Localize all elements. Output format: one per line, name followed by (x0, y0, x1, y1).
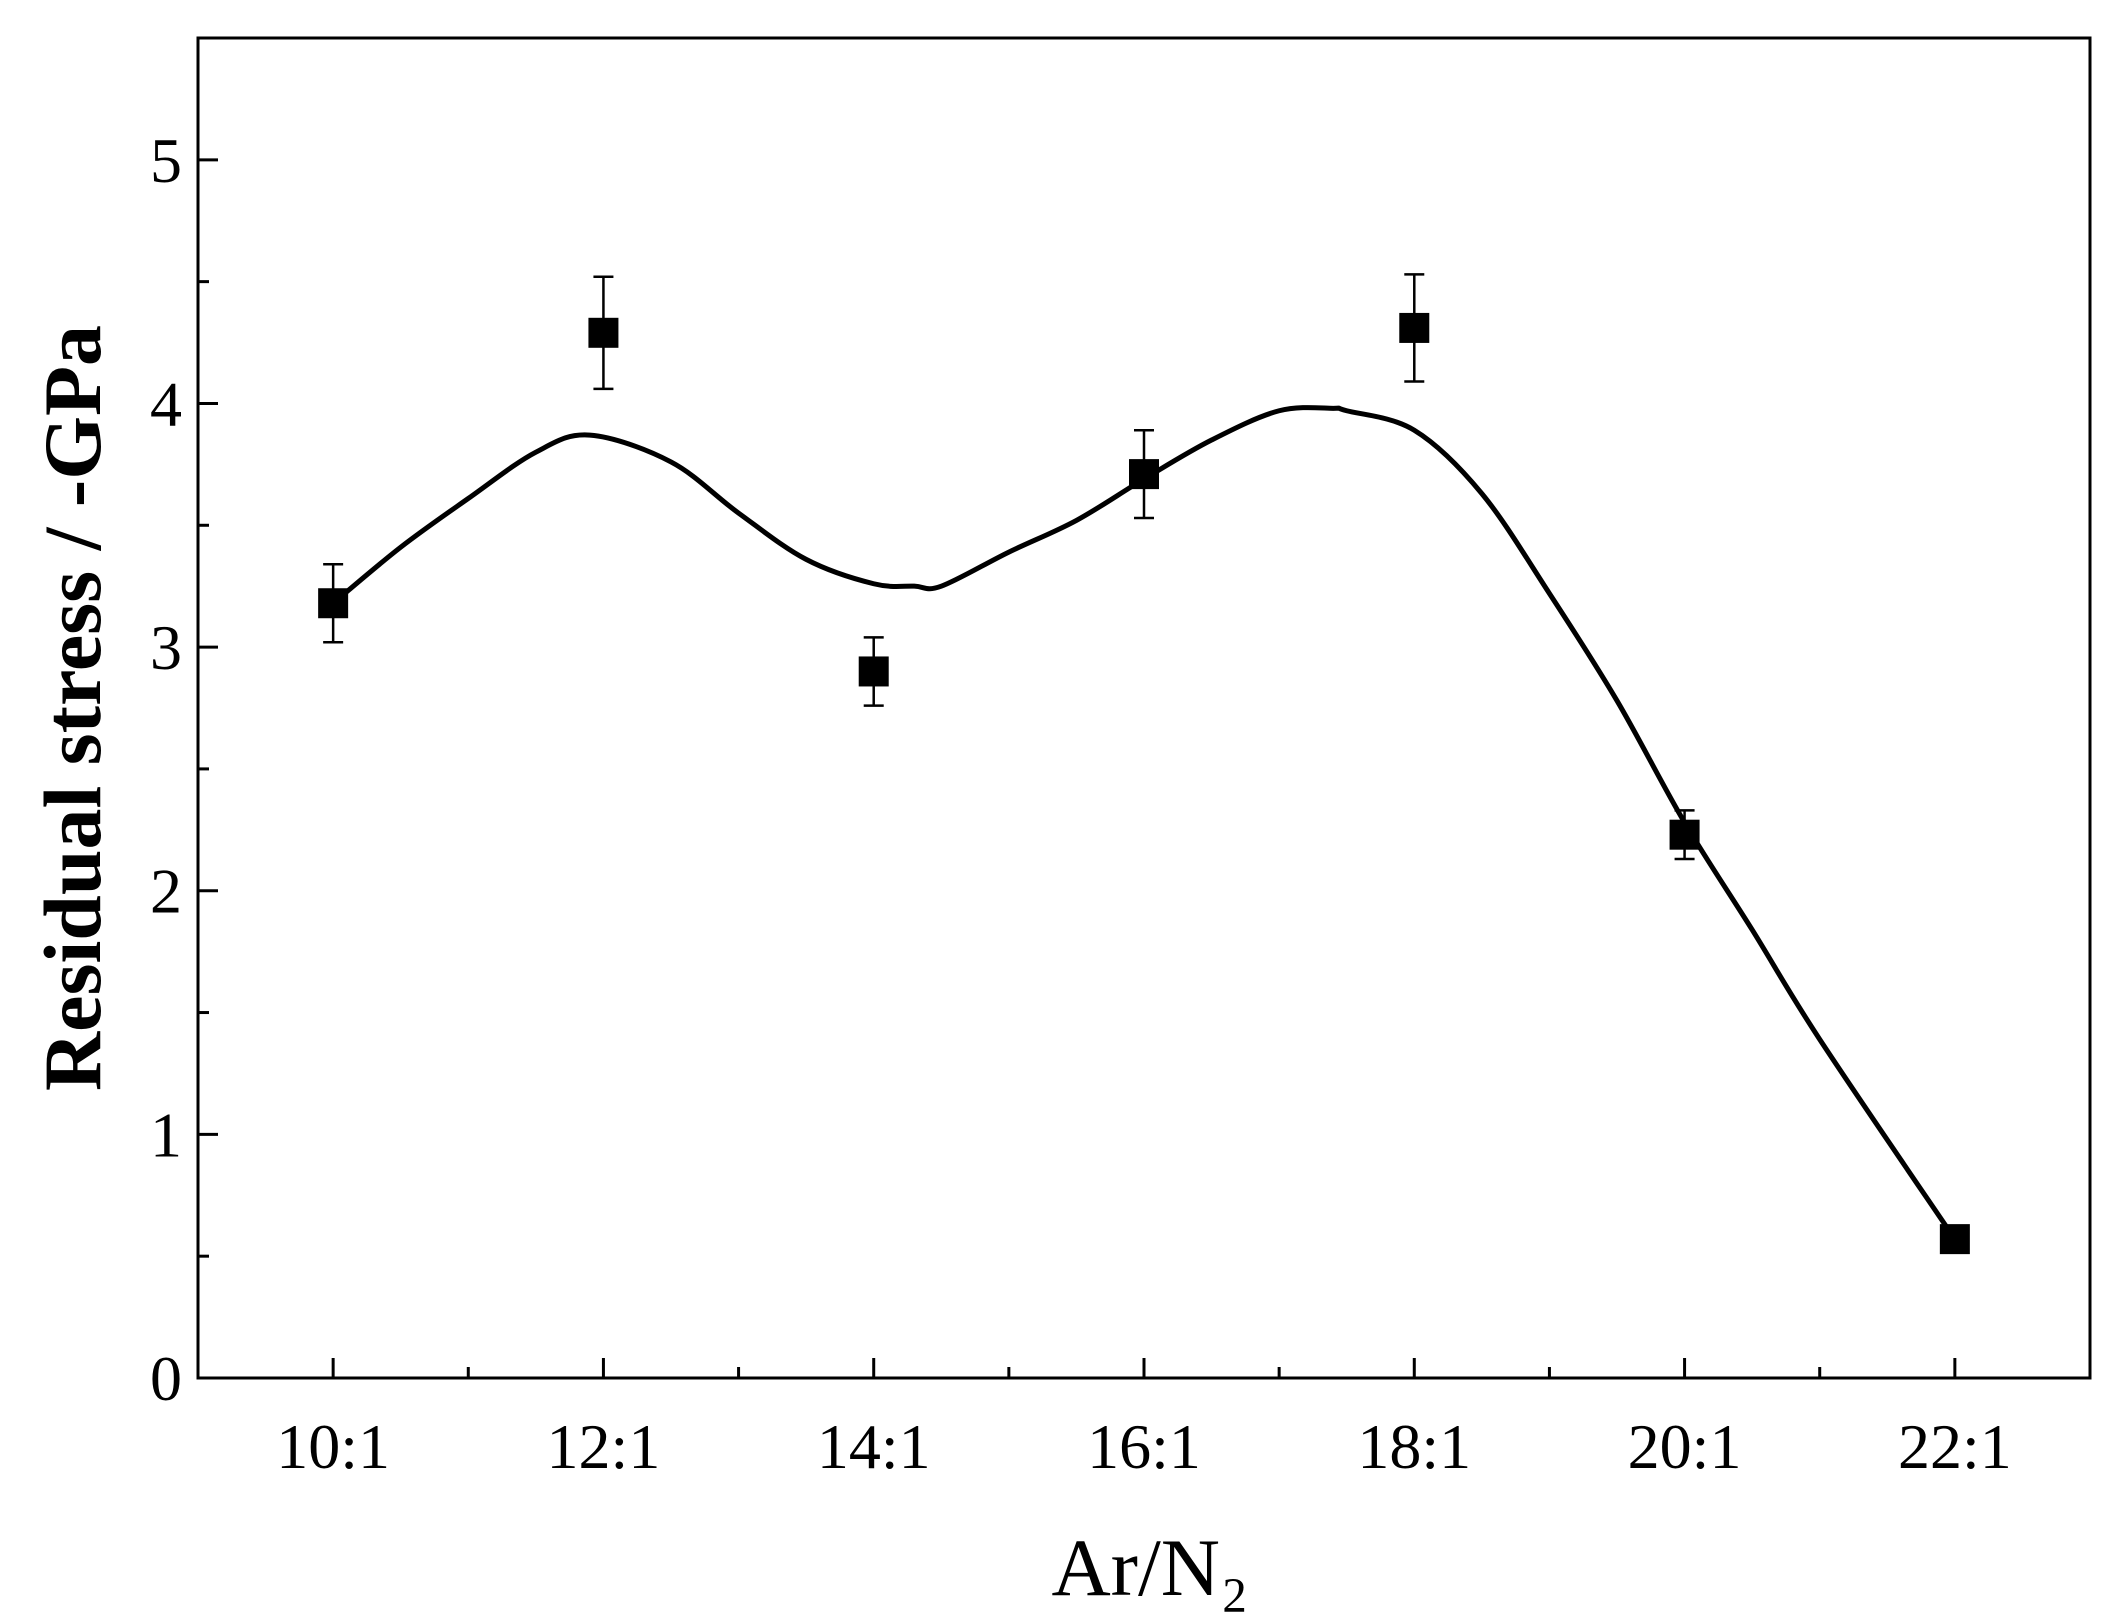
x-tick-label: 12:1 (547, 1411, 661, 1482)
x-tick-label: 14:1 (817, 1411, 931, 1482)
data-point (1399, 312, 1430, 343)
y-tick-label: 5 (150, 125, 182, 196)
y-tick-label: 2 (150, 856, 182, 927)
x-tick-label: 20:1 (1628, 1411, 1742, 1482)
x-axis-label: Ar/N₂ (1051, 1522, 1248, 1613)
data-point (588, 317, 619, 348)
y-tick-label: 0 (150, 1343, 182, 1414)
y-axis-label: Residual stress / -GPa (27, 325, 118, 1091)
x-tick-label: 22:1 (1898, 1411, 2012, 1482)
fit-curve (331, 405, 1957, 1241)
x-tick-label: 10:1 (276, 1411, 390, 1482)
y-tick-label: 4 (150, 368, 182, 439)
plot-frame (196, 36, 2092, 1380)
x-tick-label: 18:1 (1357, 1411, 1471, 1482)
y-tick-label: 3 (150, 612, 182, 683)
x-tick-label: 16:1 (1087, 1411, 1201, 1482)
data-point (858, 656, 889, 687)
y-tick-label: 1 (150, 1099, 182, 1170)
